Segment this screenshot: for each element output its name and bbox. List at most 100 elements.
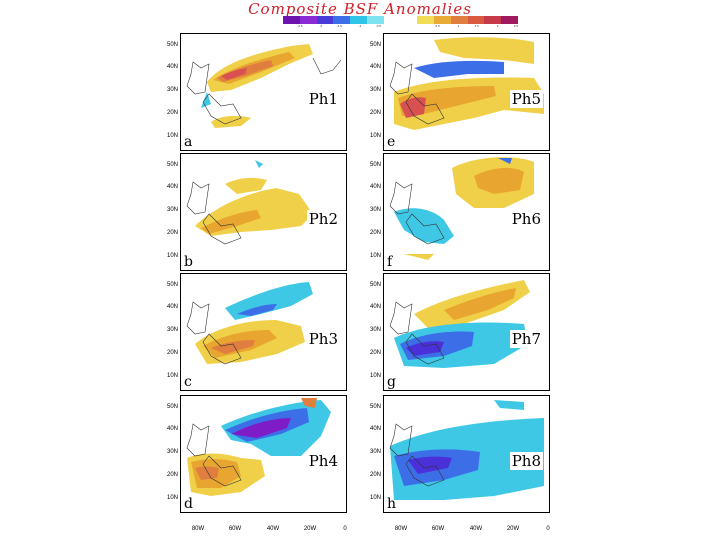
figure-title: Composite BSF Anomalies xyxy=(248,0,472,18)
colorbar-tick: -1.5 xyxy=(336,24,342,28)
latitude-label: 10N xyxy=(166,495,178,501)
map-panel-ph4: Ph4 d xyxy=(180,395,347,513)
phase-label: Ph1 xyxy=(306,90,340,108)
latitude-label: 10N xyxy=(166,253,178,259)
phase-label: Ph6 xyxy=(509,210,543,228)
map-panel-ph6: Ph6 f xyxy=(383,153,550,271)
latitude-label: 20N xyxy=(369,350,381,356)
latitude-label: 30N xyxy=(369,207,381,213)
latitude-label: 50N xyxy=(369,404,381,410)
latitude-label: 20N xyxy=(369,110,381,116)
colorbar-swatch xyxy=(283,16,300,24)
longitude-label: 20W xyxy=(506,526,520,532)
anomaly-map xyxy=(186,44,342,128)
phase-label: Ph8 xyxy=(509,452,543,470)
colorbar-swatch xyxy=(417,16,435,24)
colorbar-swatch xyxy=(501,16,518,24)
latitude-label: 30N xyxy=(166,327,178,333)
anomaly-map xyxy=(389,37,544,144)
colorbar-tick xyxy=(381,24,401,30)
latitude-label: 30N xyxy=(166,449,178,455)
latitude-label: 40N xyxy=(369,184,381,190)
anomaly-map xyxy=(186,398,331,496)
latitude-label: 20N xyxy=(369,230,381,236)
map-panel-ph1: Ph1 a xyxy=(180,33,347,151)
colorbar-swatch xyxy=(450,16,468,24)
latitude-label: 30N xyxy=(369,327,381,333)
latitude-label: 50N xyxy=(166,162,178,168)
longitude-label: 60W xyxy=(228,526,242,532)
latitude-label: 20N xyxy=(166,350,178,356)
colorbar-tick: 2.5 xyxy=(513,24,518,28)
latitude-label: 20N xyxy=(166,110,178,116)
latitude-label: 40N xyxy=(166,184,178,190)
latitude-label: 40N xyxy=(369,64,381,70)
latitude-label: 50N xyxy=(369,162,381,168)
longitude-label: 20W xyxy=(303,526,317,532)
phase-label: Ph5 xyxy=(509,90,543,108)
colorbar-tick: -2.5 xyxy=(297,24,303,28)
map-panel-ph8: Ph8 h xyxy=(383,395,550,513)
latitude-label: 50N xyxy=(369,282,381,288)
latitude-label: 40N xyxy=(166,304,178,310)
longitude-label: 80W xyxy=(394,526,408,532)
latitude-label: 30N xyxy=(369,87,381,93)
colorbar-swatch xyxy=(299,16,317,24)
phase-label: Ph7 xyxy=(509,330,543,348)
latitude-label: 30N xyxy=(369,449,381,455)
latitude-label: 50N xyxy=(166,404,178,410)
latitude-label: 10N xyxy=(166,133,178,139)
anomaly-map xyxy=(389,400,544,500)
colorbar-swatch xyxy=(333,16,351,24)
latitude-label: 40N xyxy=(369,426,381,432)
longitude-label: 0 xyxy=(343,526,347,532)
latitude-label: 50N xyxy=(369,42,381,48)
colorbar-swatch xyxy=(467,16,485,24)
latitude-label: 20N xyxy=(369,472,381,478)
anomaly-map xyxy=(389,157,534,260)
map-panel-ph5: Ph5 e xyxy=(383,33,550,151)
latitude-label: 50N xyxy=(166,282,178,288)
panel-letter: b xyxy=(184,254,193,270)
latitude-label: 40N xyxy=(166,426,178,432)
map-panel-ph2: Ph2 b xyxy=(180,153,347,271)
colorbar-tick: 1.5 xyxy=(474,24,479,28)
phase-label: Ph2 xyxy=(306,210,340,228)
latitude-label: 10N xyxy=(369,495,381,501)
longitude-label: 0 xyxy=(546,526,550,532)
panel-letter: f xyxy=(387,254,393,270)
latitude-label: 20N xyxy=(166,230,178,236)
panel-letter: g xyxy=(387,374,396,390)
colorbar-tick: 2 xyxy=(496,24,499,28)
latitude-label: 50N xyxy=(166,42,178,48)
panel-letter: c xyxy=(184,374,192,390)
latitude-label: 40N xyxy=(166,64,178,70)
latitude-label: 30N xyxy=(166,207,178,213)
phase-label: Ph4 xyxy=(306,452,340,470)
colorbar xyxy=(283,16,518,24)
latitude-label: 20N xyxy=(166,472,178,478)
latitude-label: 10N xyxy=(166,373,178,379)
colorbar-ticks: -2.5 -2 -1.5 -1 -0.5 0.5 1 1.5 2 2.5 xyxy=(283,24,518,30)
anomaly-map xyxy=(389,280,530,368)
colorbar-tick: 0.5 xyxy=(435,24,440,28)
latitude-label: 10N xyxy=(369,133,381,139)
colorbar-swatch xyxy=(434,16,451,24)
map-panel-ph7: Ph7 g xyxy=(383,273,550,391)
phase-label: Ph3 xyxy=(306,330,340,348)
longitude-label: 60W xyxy=(431,526,445,532)
latitude-label: 10N xyxy=(369,253,381,259)
colorbar-swatch xyxy=(400,16,418,24)
colorbar-tick: -1 xyxy=(358,24,362,28)
colorbar-tick: 1 xyxy=(457,24,460,28)
panel-letter: a xyxy=(184,134,193,150)
anomaly-map xyxy=(186,282,313,365)
anomaly-map xyxy=(186,160,313,245)
colorbar-swatch xyxy=(316,16,334,24)
colorbar-tick xyxy=(400,24,420,30)
colorbar-swatch xyxy=(366,16,384,24)
panel-letter: e xyxy=(387,134,396,150)
longitude-label: 40W xyxy=(469,526,483,532)
colorbar-swatch xyxy=(350,16,367,24)
colorbar-swatch xyxy=(484,16,502,24)
